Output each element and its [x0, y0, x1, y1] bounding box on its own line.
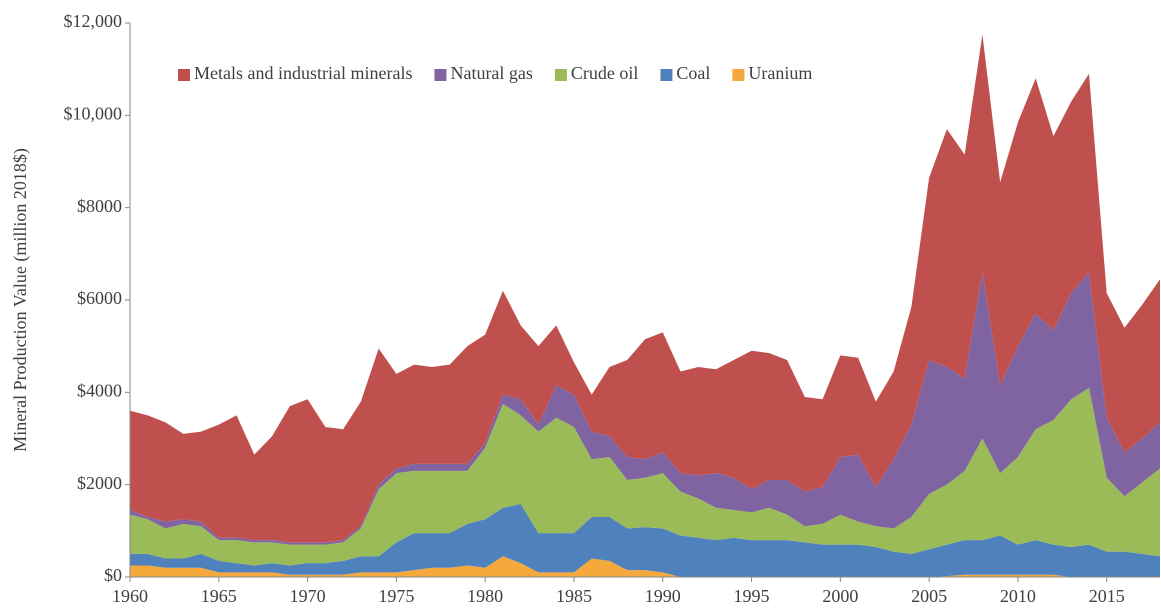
y-tick-label: $2000 [77, 473, 122, 493]
x-tick-label: 1980 [467, 586, 503, 606]
x-tick-label: 1965 [201, 586, 237, 606]
y-tick-label: $12,000 [64, 11, 123, 31]
legend-swatch [660, 69, 673, 81]
legend-label: Uranium [748, 63, 812, 83]
legend-label: Coal [676, 63, 710, 83]
x-tick-label: 1960 [112, 586, 148, 606]
area [130, 504, 1160, 577]
x-tick-label: 2005 [911, 586, 947, 606]
area [130, 387, 1160, 566]
y-tick-label: $0 [104, 565, 122, 585]
x-tick-label: 2000 [822, 586, 858, 606]
legend-swatch [554, 69, 567, 81]
x-tick-label: 2010 [1000, 586, 1036, 606]
area [130, 34, 1160, 543]
x-tick-label: 1990 [645, 586, 681, 606]
y-tick-label: $4000 [77, 380, 122, 400]
x-tick-label: 1985 [556, 586, 592, 606]
x-tick-label: 1995 [734, 586, 770, 606]
legend-swatch [178, 69, 190, 81]
x-tick-label: 2015 [1089, 586, 1125, 606]
area [130, 556, 1160, 577]
y-tick-label: $6000 [77, 288, 122, 308]
legend-swatch [732, 69, 745, 81]
legend-swatch [434, 69, 447, 81]
legend-label: Metals and industrial minerals [194, 63, 412, 83]
x-tick-label: 1975 [378, 586, 414, 606]
y-tick-label: $8000 [77, 196, 122, 216]
area [130, 272, 1160, 545]
legend-label: Crude oil [571, 63, 639, 83]
legend-label: Natural gas [450, 63, 532, 83]
x-tick-label: 1970 [290, 586, 326, 606]
y-axis-label: Mineral Production Value (million 2018$) [10, 148, 31, 452]
y-tick-label: $10,000 [64, 103, 123, 123]
